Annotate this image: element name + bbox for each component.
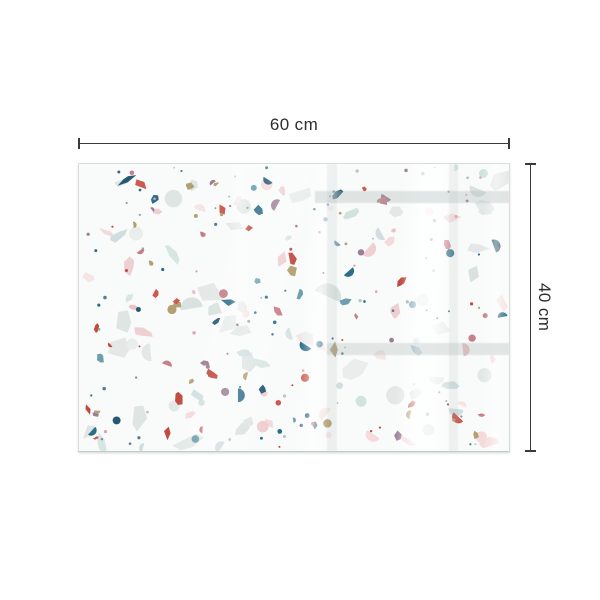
width-dimension-line <box>78 137 510 150</box>
height-dimension-line <box>524 163 537 452</box>
width-dimension-rule <box>78 142 510 145</box>
height-dimension-label: 40 cm <box>535 283 554 332</box>
terrazzo-pattern <box>81 164 509 451</box>
width-dimension-label: 60 cm <box>269 115 319 134</box>
height-dimension-tick-bottom <box>525 450 536 452</box>
width-dimension-tick-right <box>508 138 510 149</box>
height-dimension-rule <box>529 163 532 452</box>
glass-panel <box>78 163 510 452</box>
